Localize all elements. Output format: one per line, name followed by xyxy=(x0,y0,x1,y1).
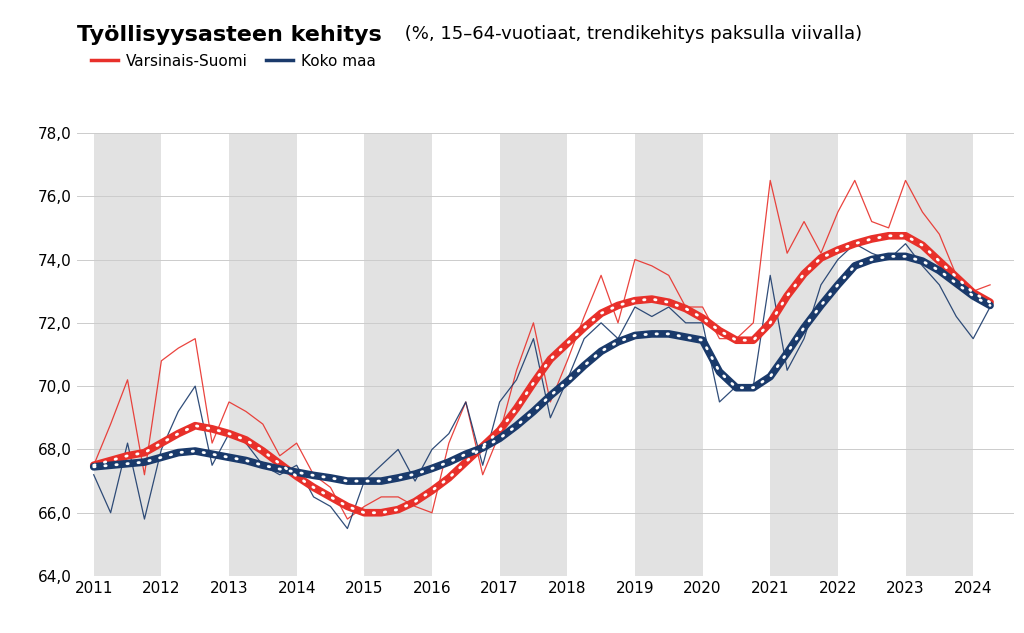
Legend: Varsinais-Suomi, Koko maa: Varsinais-Suomi, Koko maa xyxy=(84,47,382,75)
Bar xyxy=(500,133,567,576)
Bar xyxy=(905,133,973,576)
Bar xyxy=(229,133,297,576)
Bar xyxy=(770,133,838,576)
Bar xyxy=(635,133,702,576)
Text: (%, 15–64-vuotiaat, trendikehitys paksulla viivalla): (%, 15–64-vuotiaat, trendikehitys paksul… xyxy=(399,25,862,43)
Bar xyxy=(365,133,432,576)
Bar xyxy=(94,133,162,576)
Text: Työllisyysasteen kehitys: Työllisyysasteen kehitys xyxy=(77,25,382,46)
